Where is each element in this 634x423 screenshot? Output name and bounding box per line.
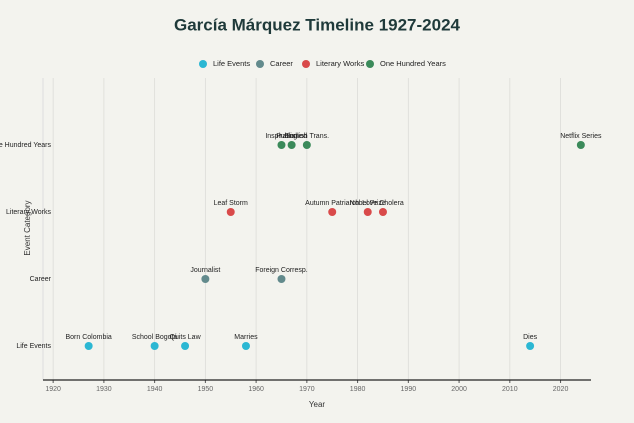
point-label: Marries [234, 334, 258, 341]
point [576, 141, 585, 149]
point-label: Dies [523, 334, 538, 341]
point-label: School Bogotá [132, 334, 178, 341]
x-tick-label: 2020 [553, 386, 569, 393]
x-tick-label: 2010 [502, 386, 518, 393]
point-label: Netflix Series [560, 133, 602, 140]
point [277, 275, 286, 283]
x-tick-label: 1930 [96, 386, 112, 393]
point-label: Love Cholera [362, 200, 404, 207]
point [378, 208, 387, 216]
legend-marker [199, 60, 207, 68]
legend-label: Life Events [213, 59, 250, 68]
point-label: English Trans. [285, 133, 329, 140]
point [363, 208, 372, 216]
point-label: Nobel Prize [350, 200, 386, 207]
point [526, 342, 535, 350]
y-tick-label: Life Events [16, 343, 51, 350]
point-label: Autumn Patriarch [305, 200, 359, 207]
x-tick-label: 1960 [248, 386, 264, 393]
point [84, 342, 93, 350]
point-label: Foreign Corresp. [255, 267, 308, 274]
legend-label: Career [270, 59, 293, 68]
point [287, 141, 296, 149]
point [150, 342, 159, 350]
legend-marker [256, 60, 264, 68]
chart-title: García Márquez Timeline 1927-2024 [174, 15, 461, 34]
legend-label: One Hundred Years [380, 59, 446, 68]
point [181, 342, 190, 350]
x-tick-label: 1950 [198, 386, 214, 393]
point-label: Quits Law [170, 334, 202, 341]
y-tick-label: Literary Works [6, 209, 51, 216]
point [241, 342, 250, 350]
x-tick-label: 1940 [147, 386, 163, 393]
point [226, 208, 235, 216]
y-tick-label: Career [30, 276, 52, 283]
x-tick-label: 2000 [451, 386, 467, 393]
x-tick-label: 1990 [401, 386, 417, 393]
point [302, 141, 311, 149]
point [328, 208, 337, 216]
point-label: Born Colombia [66, 334, 112, 341]
y-axis-title: Event Category [23, 200, 32, 255]
point-label: Journalist [190, 267, 220, 274]
point-label: Inspiration [265, 133, 297, 140]
y-tick-label: One Hundred Years [0, 142, 51, 149]
x-axis-title: Year [309, 400, 326, 409]
legend-marker [366, 60, 374, 68]
x-tick-label: 1980 [350, 386, 366, 393]
point [277, 141, 286, 149]
point-label: Leaf Storm [214, 200, 248, 207]
legend-marker [302, 60, 310, 68]
point-label: Published [276, 133, 307, 140]
legend-label: Literary Works [316, 59, 364, 68]
point [201, 275, 210, 283]
x-tick-label: 1970 [299, 386, 315, 393]
x-tick-label: 1920 [45, 386, 61, 393]
